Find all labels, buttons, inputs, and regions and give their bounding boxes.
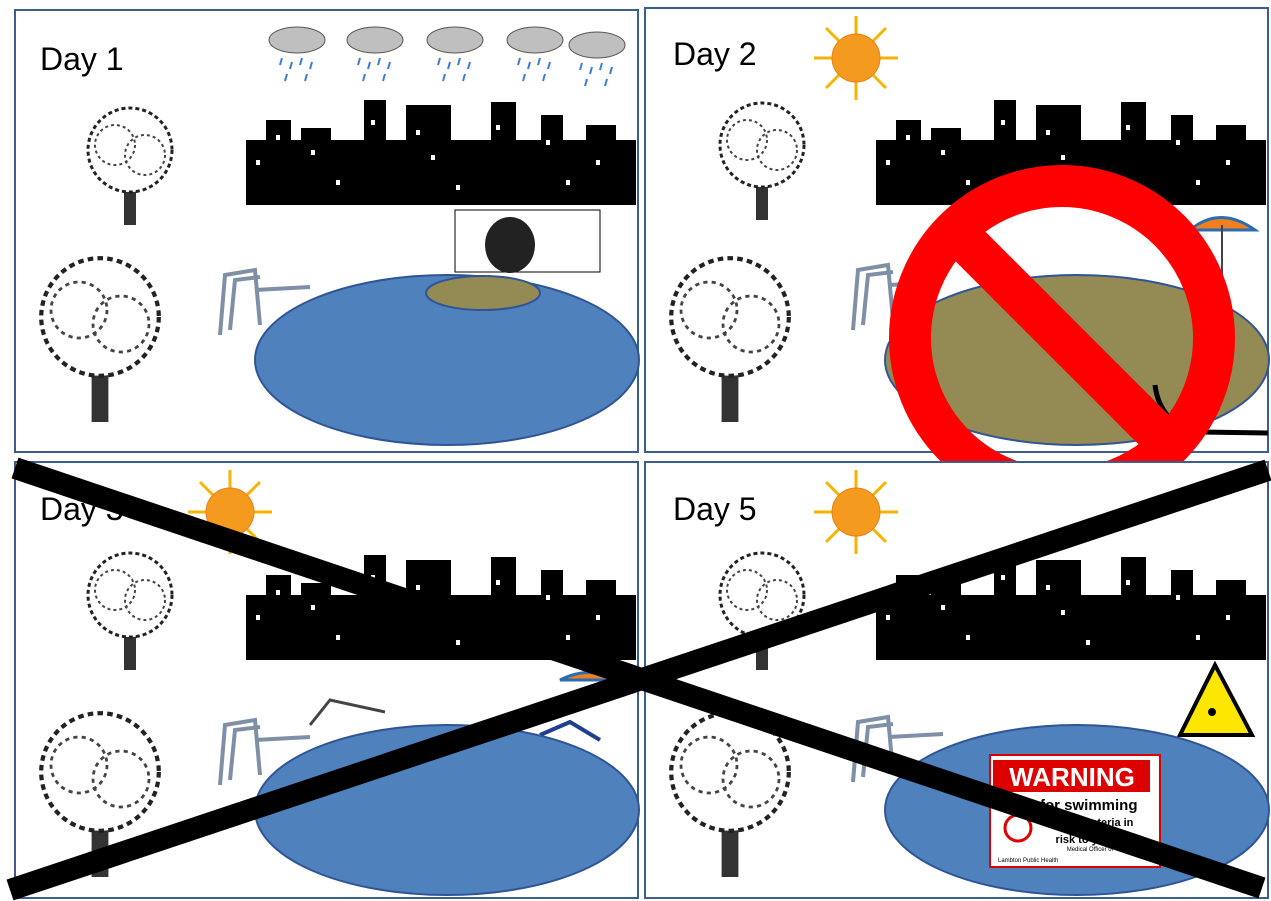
- panel-label: Day 1: [40, 41, 124, 77]
- sign-line: Lambton Public Health: [998, 858, 1058, 864]
- panel-day-5: Day 5 WARNING fe for swimming els of bac…: [645, 462, 1269, 898]
- sun: [814, 470, 898, 554]
- sign-line: Medical Officer of: [1067, 847, 1114, 853]
- panel-label: Day 2: [673, 36, 757, 72]
- panel-day-1: Day 1: [15, 10, 639, 452]
- outfall-pipe: [455, 210, 600, 273]
- page: {"panels": [{"label": "Day 1"}, {"label"…: [0, 0, 1271, 901]
- body: Day 1 Day 2 Day 3 Day 5 WARNING fe for: [0, 0, 1271, 901]
- panel-label: Day 5: [673, 491, 757, 527]
- scene: Day 1 Day 2 Day 3 Day 5 WARNING fe for: [0, 0, 1271, 901]
- sign-title: WARNING: [1009, 762, 1135, 792]
- sun: [814, 16, 898, 100]
- panel-day-3: Day 3: [15, 462, 639, 898]
- contamination: [426, 276, 540, 310]
- panel-day-2: Day 2: [645, 8, 1269, 490]
